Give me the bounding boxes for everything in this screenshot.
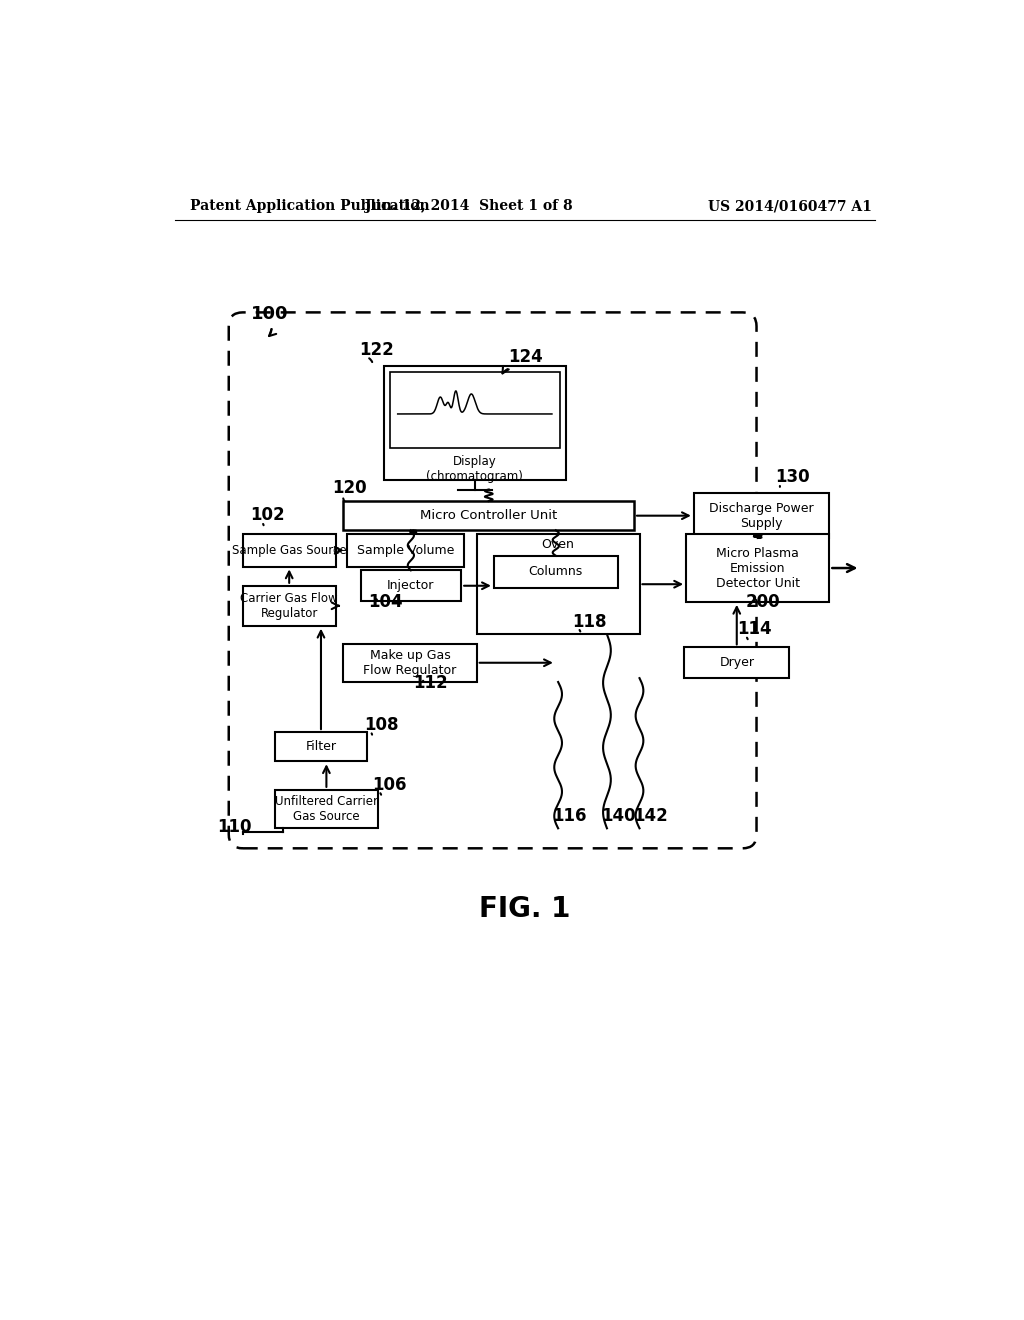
Text: Jun. 12, 2014  Sheet 1 of 8: Jun. 12, 2014 Sheet 1 of 8 <box>366 199 572 213</box>
Text: Patent Application Publication: Patent Application Publication <box>190 199 430 213</box>
Text: Oven: Oven <box>542 539 574 552</box>
Bar <box>275 733 367 762</box>
Bar <box>693 494 829 539</box>
Bar <box>243 535 336 566</box>
Bar <box>477 535 640 635</box>
Text: 104: 104 <box>369 593 402 611</box>
Text: Dryer: Dryer <box>719 656 755 669</box>
Text: 120: 120 <box>332 479 367 498</box>
Text: Make up Gas
Flow Regulator: Make up Gas Flow Regulator <box>364 648 457 677</box>
Text: 118: 118 <box>572 612 606 631</box>
Text: 124: 124 <box>508 348 543 367</box>
Text: 142: 142 <box>633 807 668 825</box>
Bar <box>275 789 378 829</box>
Bar <box>390 372 560 447</box>
Text: FIG. 1: FIG. 1 <box>479 895 570 923</box>
Bar <box>343 502 634 531</box>
Bar <box>346 535 464 566</box>
Bar <box>686 535 829 602</box>
Text: 110: 110 <box>217 818 252 836</box>
Bar <box>494 556 617 589</box>
Text: 122: 122 <box>359 341 393 359</box>
Text: Unfiltered Carrier
Gas Source: Unfiltered Carrier Gas Source <box>274 795 378 824</box>
Text: Injector: Injector <box>387 579 434 593</box>
Text: Sample Gas Source: Sample Gas Source <box>231 544 346 557</box>
Bar <box>343 644 477 682</box>
Text: Display
(chromatogram): Display (chromatogram) <box>426 455 523 483</box>
Text: 140: 140 <box>601 807 635 825</box>
Bar <box>384 366 566 480</box>
Text: 130: 130 <box>775 467 810 486</box>
Text: 112: 112 <box>414 675 447 692</box>
Text: 106: 106 <box>372 776 407 793</box>
Text: Columns: Columns <box>528 565 583 578</box>
Bar <box>243 586 336 626</box>
Text: 102: 102 <box>251 507 285 524</box>
Text: 108: 108 <box>365 715 399 734</box>
Text: Sample Volume: Sample Volume <box>356 544 454 557</box>
Text: 114: 114 <box>737 620 772 639</box>
Bar <box>684 647 790 678</box>
Text: Micro Plasma
Emission
Detector Unit: Micro Plasma Emission Detector Unit <box>716 546 800 590</box>
Text: 100: 100 <box>251 305 288 322</box>
Text: 200: 200 <box>745 593 780 611</box>
Text: Micro Controller Unit: Micro Controller Unit <box>420 510 557 523</box>
Text: Discharge Power
Supply: Discharge Power Supply <box>710 502 814 529</box>
Text: Filter: Filter <box>305 741 337 754</box>
Text: US 2014/0160477 A1: US 2014/0160477 A1 <box>709 199 872 213</box>
Text: Carrier Gas Flow
Regulator: Carrier Gas Flow Regulator <box>241 591 338 620</box>
Bar <box>360 570 461 601</box>
Text: 116: 116 <box>552 807 587 825</box>
